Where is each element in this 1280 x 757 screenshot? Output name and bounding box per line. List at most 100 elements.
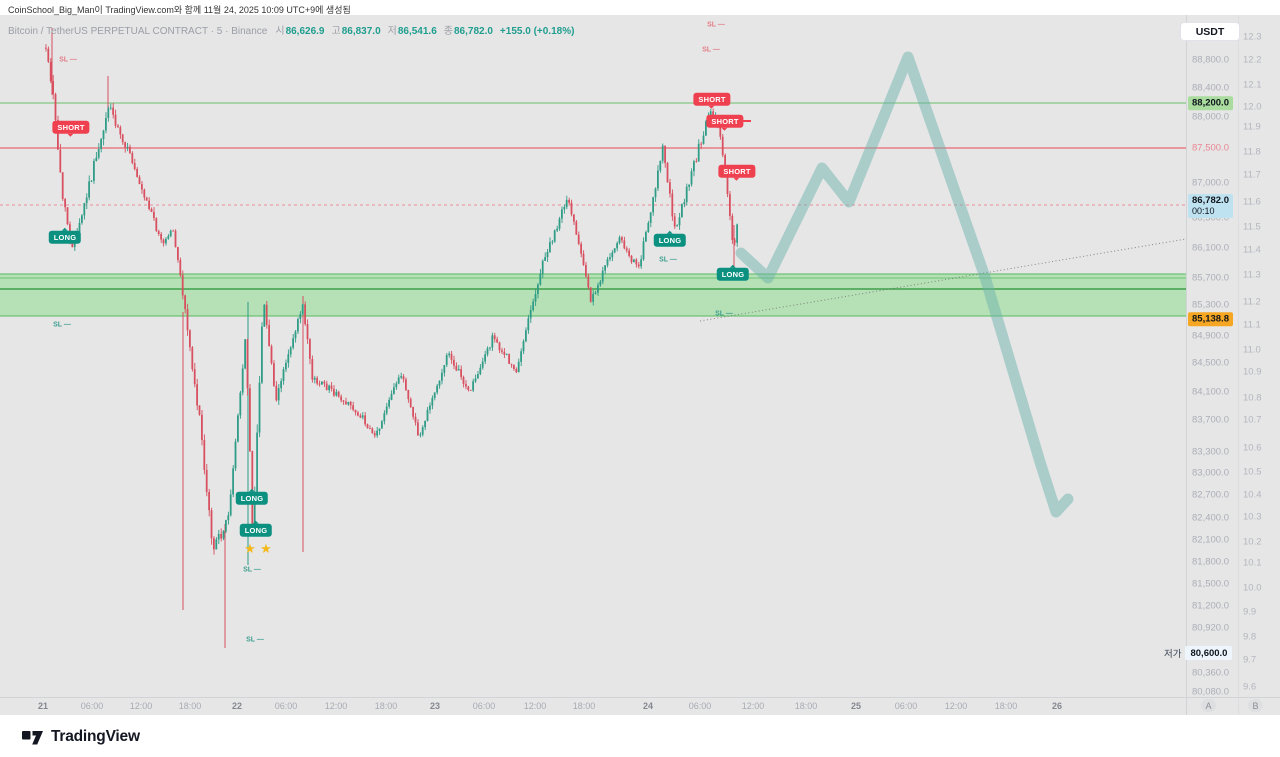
secondary-tick: 12.0 (1243, 101, 1262, 113)
secondary-tick: 12.3 (1243, 31, 1262, 43)
stop-loss-label[interactable]: SL — (659, 256, 677, 264)
secondary-tick: 9.9 (1243, 606, 1257, 618)
position-entry-dash (742, 120, 751, 122)
time-tick[interactable]: 06:00 (894, 701, 918, 711)
stop-loss-label[interactable]: SL — (707, 21, 725, 29)
star-icon: ★ (260, 541, 272, 556)
secondary-tick: 11.3 (1243, 269, 1261, 281)
time-tick[interactable]: 12:00 (523, 701, 547, 711)
price-tick: 81,200.0 (1192, 600, 1229, 612)
time-tick[interactable]: 18:00 (994, 701, 1018, 711)
price-countdown: 00:10 (1192, 206, 1215, 216)
time-tick[interactable]: 18:00 (374, 701, 398, 711)
secondary-tick: 11.2 (1243, 296, 1261, 308)
secondary-tick: 10.3 (1243, 511, 1262, 523)
ohlc-row: 시86,626.9 고86,837.0 저86,541.6 종86,782.0 (275, 26, 500, 37)
price-tick: 87,500.0 (1192, 142, 1229, 154)
time-tick[interactable]: 21 (37, 701, 49, 711)
secondary-tick: 11.6 (1243, 196, 1261, 208)
time-tick[interactable]: 06:00 (688, 701, 712, 711)
time-tick[interactable]: 23 (429, 701, 441, 711)
price-tick: 83,700.0 (1192, 414, 1229, 426)
time-tick[interactable]: 06:00 (274, 701, 298, 711)
time-tick[interactable]: 12:00 (324, 701, 348, 711)
time-tick[interactable]: 18:00 (572, 701, 596, 711)
time-tick[interactable]: 18:00 (178, 701, 202, 711)
short-position-badge[interactable]: SHORT (706, 114, 744, 130)
time-tick[interactable]: 12:00 (741, 701, 765, 711)
time-tick[interactable]: 25 (850, 701, 862, 711)
ohlc-item: 고86,837.0 (331, 26, 381, 37)
stop-loss-label[interactable]: SL — (59, 56, 77, 64)
secondary-tick: 11.8 (1243, 146, 1261, 158)
time-tick[interactable]: 06:00 (472, 701, 496, 711)
price-tick: 85,700.0 (1192, 272, 1229, 284)
price-tick: 86,500.0 (1192, 212, 1229, 224)
symbol-legend[interactable]: Bitcoin / TetherUS PERPETUAL CONTRACT · … (8, 22, 574, 37)
stop-loss-label[interactable]: SL — (715, 310, 733, 318)
secondary-tick: 10.0 (1243, 582, 1262, 594)
secondary-tick: 10.1 (1243, 557, 1262, 569)
price-tick: 82,400.0 (1192, 512, 1229, 524)
currency-toggle-button[interactable]: USDT (1181, 23, 1239, 40)
secondary-tick: 11.7 (1243, 169, 1261, 181)
long-position-badge[interactable]: LONG (653, 230, 687, 247)
secondary-tick: 11.1 (1243, 319, 1261, 331)
price-tick: 80,920.0 (1192, 622, 1229, 634)
stop-loss-label[interactable]: SL — (246, 636, 264, 644)
price-tick: 88,400.0 (1192, 82, 1229, 94)
secondary-tick: 10.6 (1243, 442, 1262, 454)
price-tick: 85,300.0 (1192, 299, 1229, 311)
secondary-tick: 10.7 (1243, 414, 1262, 426)
short-position-badge[interactable]: SHORT (718, 164, 756, 180)
time-tick[interactable]: 06:00 (80, 701, 104, 711)
secondary-tick: 12.1 (1243, 79, 1262, 91)
time-tick[interactable]: 18:00 (794, 701, 818, 711)
session-low-label: 저가 80,600.0 (1164, 646, 1233, 660)
secondary-tick: 11.0 (1243, 344, 1261, 356)
long-position-badge[interactable]: LONG (235, 488, 269, 505)
scale-button-a[interactable]: A (1201, 699, 1216, 712)
price-tick: 84,900.0 (1192, 330, 1229, 342)
secondary-tick: 11.5 (1243, 221, 1261, 233)
symbol-title: Bitcoin / TetherUS PERPETUAL CONTRACT · … (8, 26, 268, 37)
time-tick[interactable]: 12:00 (129, 701, 153, 711)
time-tick[interactable]: 24 (642, 701, 654, 711)
stop-loss-label[interactable]: SL — (53, 321, 71, 329)
chart-region[interactable] (0, 15, 1280, 715)
time-tick[interactable]: 26 (1051, 701, 1063, 711)
secondary-tick: 11.9 (1243, 121, 1261, 133)
price-level-label: 85,138.8 (1188, 312, 1233, 326)
time-tick[interactable]: 22 (231, 701, 243, 711)
tradingview-logo-text: TradingView (51, 728, 140, 745)
secondary-axis-border (1238, 15, 1239, 715)
price-tick: 87,000.0 (1192, 177, 1229, 189)
price-tick: 84,500.0 (1192, 357, 1229, 369)
price-tick: 81,800.0 (1192, 556, 1229, 568)
short-position-badge[interactable]: SHORT (52, 120, 90, 136)
projection-arrow (735, 51, 1074, 518)
price-tick: 81,500.0 (1192, 578, 1229, 590)
long-position-badge[interactable]: LONG (48, 227, 82, 244)
secondary-tick: 11.4 (1243, 244, 1261, 256)
secondary-tick: 10.5 (1243, 466, 1262, 478)
price-tick: 80,360.0 (1192, 667, 1229, 679)
stop-loss-label[interactable]: SL — (702, 46, 720, 54)
tradingview-logo[interactable]: TradingView (22, 727, 140, 747)
session-low-value: 80,600.0 (1185, 646, 1233, 660)
secondary-tick: 12.2 (1243, 54, 1262, 66)
time-tick[interactable]: 12:00 (944, 701, 968, 711)
attribution-text: CoinSchool_Big_Man이 TradingView.com와 함께 … (8, 5, 351, 15)
price-tick: 82,700.0 (1192, 489, 1229, 501)
price-level-label: 88,200.0 (1188, 96, 1233, 110)
stop-loss-label[interactable]: SL — (243, 566, 261, 574)
long-position-badge[interactable]: LONG (239, 520, 273, 537)
secondary-tick: 9.7 (1243, 654, 1257, 666)
long-position-badge[interactable]: LONG (716, 264, 750, 281)
scale-button-b[interactable]: B (1248, 699, 1263, 712)
secondary-tick: 10.9 (1243, 366, 1262, 378)
short-position-badge[interactable]: SHORT (693, 92, 731, 108)
ohlc-item: 종86,782.0 (443, 26, 493, 37)
